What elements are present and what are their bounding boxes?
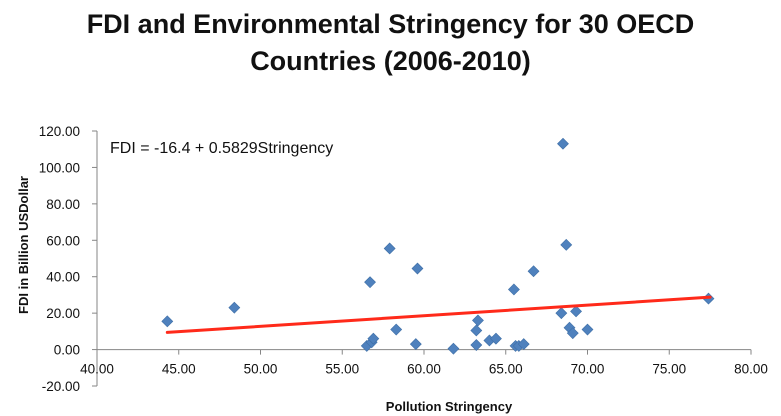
data-points (161, 137, 715, 355)
chart-title: FDI and Environmental Stringency for 30 … (0, 6, 781, 80)
trendline (165, 295, 712, 334)
y-tick-label: 0.00 (54, 343, 80, 358)
x-tick-labels: 40.00 45.00 50.00 55.00 60.00 65.00 70.00 75.00… (80, 362, 768, 377)
data-point (581, 323, 594, 336)
y-tick-label: -20.00 (42, 379, 80, 394)
data-point (411, 262, 424, 275)
data-point (364, 276, 376, 289)
x-tick-label: 55.00 (325, 362, 359, 377)
data-point (490, 332, 502, 345)
y-tick-label: 20.00 (46, 306, 80, 321)
data-point (228, 301, 241, 314)
x-tick-label: 80.00 (734, 362, 768, 377)
data-point (470, 324, 483, 337)
data-point (447, 342, 460, 355)
y-tick-label: 40.00 (46, 270, 80, 285)
x-tick-label: 50.00 (244, 362, 278, 377)
data-point (367, 332, 380, 345)
x-tick-label: 40.00 (80, 362, 114, 377)
x-tick-label: 60.00 (407, 362, 441, 377)
data-point (570, 305, 582, 318)
data-point (517, 338, 530, 351)
data-point (508, 283, 520, 296)
regression-equation: FDI = -16.4 + 0.5829Stringency (110, 140, 333, 157)
trendline-group (165, 295, 712, 334)
data-point (566, 327, 579, 340)
y-tick-label: 80.00 (46, 197, 80, 212)
data-point (557, 137, 569, 150)
data-point (472, 314, 484, 327)
x-tick-label: 75.00 (652, 362, 686, 377)
y-tick-label: 120.00 (39, 124, 80, 139)
y-axis-label: FDI in Billion USDollar (16, 176, 31, 314)
data-point (555, 307, 568, 320)
data-point (560, 238, 573, 251)
y-tick-label: 60.00 (46, 233, 80, 248)
data-point (161, 315, 174, 328)
y-tick-labels: -20.00 0.00 20.00 40.00 60.00 80.00 100.00 120.… (39, 124, 80, 394)
x-tick-label: 65.00 (489, 362, 523, 377)
chart-title-line-2: Countries (2006-2010) (250, 46, 531, 76)
chart-title-line-1: FDI and Environmental Stringency for 30 … (86, 9, 695, 39)
x-tick-label: 70.00 (571, 362, 605, 377)
data-point (470, 339, 483, 351)
data-point (390, 323, 403, 336)
axes (92, 130, 752, 387)
x-tick-label: 45.00 (162, 362, 196, 377)
data-point (409, 338, 422, 351)
data-point (383, 242, 396, 255)
x-axis-label: Pollution Stringency (386, 399, 513, 414)
data-point (527, 265, 540, 278)
y-tick-label: 100.00 (39, 160, 80, 175)
